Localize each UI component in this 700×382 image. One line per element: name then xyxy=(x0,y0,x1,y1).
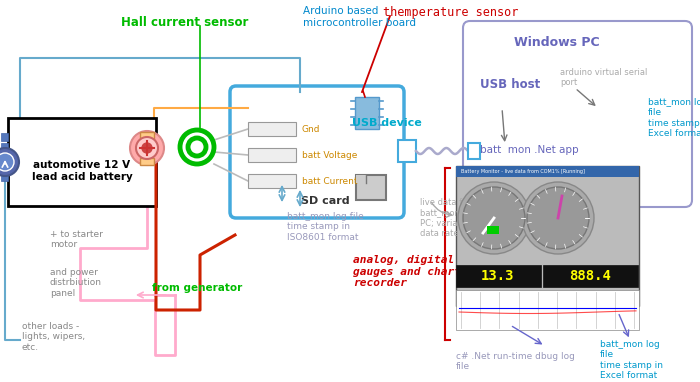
FancyBboxPatch shape xyxy=(487,226,499,234)
Circle shape xyxy=(527,187,589,249)
FancyBboxPatch shape xyxy=(463,21,692,207)
FancyBboxPatch shape xyxy=(248,174,296,188)
FancyBboxPatch shape xyxy=(355,97,379,129)
FancyBboxPatch shape xyxy=(456,166,639,306)
Circle shape xyxy=(136,137,158,159)
Text: batt  mon .Net app: batt mon .Net app xyxy=(480,145,579,155)
Text: c# .Net run-time dbug log
file: c# .Net run-time dbug log file xyxy=(456,352,575,371)
FancyBboxPatch shape xyxy=(140,158,154,165)
Circle shape xyxy=(180,130,214,164)
Text: from generator: from generator xyxy=(152,283,242,293)
FancyBboxPatch shape xyxy=(1,163,8,171)
FancyBboxPatch shape xyxy=(543,265,638,287)
Text: + to starter
motor: + to starter motor xyxy=(50,230,103,249)
Circle shape xyxy=(522,182,594,254)
Circle shape xyxy=(463,187,525,249)
FancyBboxPatch shape xyxy=(456,290,639,330)
Text: batt_mon log file
time stamp in
ISO8601 format: batt_mon log file time stamp in ISO8601 … xyxy=(287,212,364,242)
FancyBboxPatch shape xyxy=(356,175,386,200)
Text: batt_mon log
file
time stamp in
Excel format: batt_mon log file time stamp in Excel fo… xyxy=(648,98,700,138)
Text: other loads -
lights, wipers,
etc.: other loads - lights, wipers, etc. xyxy=(22,322,85,352)
Text: live data from
batt_mon to
PC; variable
data rate: live data from batt_mon to PC; variable … xyxy=(420,198,479,238)
FancyBboxPatch shape xyxy=(468,143,480,159)
FancyBboxPatch shape xyxy=(1,133,8,141)
FancyBboxPatch shape xyxy=(8,118,156,206)
FancyBboxPatch shape xyxy=(398,140,416,162)
Text: Gnd: Gnd xyxy=(302,125,321,133)
FancyBboxPatch shape xyxy=(230,86,404,218)
Text: batt_mon log
file
time stamp in
Excel format: batt_mon log file time stamp in Excel fo… xyxy=(600,340,663,380)
Text: and power
distrbiution
panel: and power distrbiution panel xyxy=(50,268,102,298)
FancyBboxPatch shape xyxy=(1,143,8,151)
Text: automotive 12 V
lead acid battery: automotive 12 V lead acid battery xyxy=(32,160,132,181)
Text: 13.3: 13.3 xyxy=(482,269,514,283)
Text: batt Current: batt Current xyxy=(302,176,358,186)
FancyBboxPatch shape xyxy=(456,166,639,177)
Text: Windows PC: Windows PC xyxy=(514,36,600,49)
FancyBboxPatch shape xyxy=(356,175,366,183)
Text: arduino virtual serial
port: arduino virtual serial port xyxy=(560,68,648,87)
Text: themperature sensor: themperature sensor xyxy=(383,6,519,19)
FancyBboxPatch shape xyxy=(1,153,8,161)
Circle shape xyxy=(0,148,19,176)
FancyBboxPatch shape xyxy=(1,173,8,181)
Text: USB host: USB host xyxy=(480,78,540,91)
Text: Arduino based
microcontroller board: Arduino based microcontroller board xyxy=(303,6,416,28)
FancyBboxPatch shape xyxy=(140,132,154,139)
FancyBboxPatch shape xyxy=(248,122,296,136)
Text: analog, digital
gauges and chart
recorder: analog, digital gauges and chart recorde… xyxy=(353,255,461,288)
Circle shape xyxy=(0,153,14,171)
Text: 888.4: 888.4 xyxy=(569,269,611,283)
Text: SD card: SD card xyxy=(301,196,349,206)
FancyBboxPatch shape xyxy=(248,148,296,162)
Text: Hall current sensor: Hall current sensor xyxy=(121,16,248,29)
Circle shape xyxy=(142,143,152,153)
FancyBboxPatch shape xyxy=(456,265,541,287)
Text: USB device: USB device xyxy=(352,118,421,128)
Text: batt Voltage: batt Voltage xyxy=(302,151,358,160)
Text: Battery Monitor - live data from COM1% [Running]: Battery Monitor - live data from COM1% [… xyxy=(458,169,585,174)
Circle shape xyxy=(458,182,530,254)
Circle shape xyxy=(130,131,164,165)
Circle shape xyxy=(188,138,206,156)
